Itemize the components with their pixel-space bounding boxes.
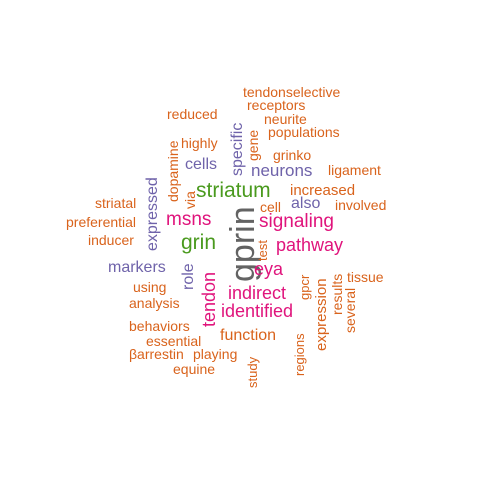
word-cell: cell xyxy=(260,199,282,215)
word-expression: expression xyxy=(313,278,330,351)
word-eya: eya xyxy=(254,259,284,279)
word-specific: specific xyxy=(229,122,246,176)
word-expressed: expressed xyxy=(144,177,161,251)
word-several: several xyxy=(342,287,358,333)
word-increased: increased xyxy=(290,182,356,199)
word-striatum: striatum xyxy=(196,179,271,202)
word-inducer: inducer xyxy=(88,232,134,248)
word-reduced: reduced xyxy=(167,106,218,122)
word-essential: essential xyxy=(146,333,202,349)
word-preferential: preferential xyxy=(66,214,137,230)
word-signaling: signaling xyxy=(259,211,334,232)
word-test: test xyxy=(255,240,270,261)
word-tissue: tissue xyxy=(347,269,384,285)
word-using: using xyxy=(133,279,167,295)
word-behaviors: behaviors xyxy=(129,318,190,334)
word-analysis: analysis xyxy=(129,295,180,311)
word-role: role xyxy=(180,263,197,290)
word-regions: regions xyxy=(292,333,307,376)
word-dopamine: dopamine xyxy=(165,140,181,203)
word-neurite: neurite xyxy=(264,111,307,127)
word-study: study xyxy=(245,356,260,388)
word-grin: grin xyxy=(181,231,217,254)
word-identified: identified xyxy=(221,301,294,321)
word-also: also xyxy=(291,195,321,212)
word-gene: gene xyxy=(245,129,261,161)
word-barrestin: βarrestin xyxy=(129,346,184,362)
word-grinko: grinko xyxy=(273,147,312,163)
word-indirect: indirect xyxy=(228,283,287,303)
word-equine: equine xyxy=(173,361,216,377)
word-involved: involved xyxy=(335,197,387,213)
word-msns: msns xyxy=(166,209,212,230)
word-markers: markers xyxy=(108,259,166,276)
word-highly: highly xyxy=(181,135,218,151)
word-populations: populations xyxy=(268,124,340,140)
word-tendonselective: tendonselective xyxy=(243,84,341,100)
word-striatal: striatal xyxy=(95,195,137,211)
word-playing: playing xyxy=(193,346,238,362)
word-cells: cells xyxy=(185,156,218,173)
word-via: via xyxy=(182,191,198,209)
word-neurons: neurons xyxy=(251,161,313,180)
word-tendon: tendon xyxy=(199,271,219,327)
word-ligament: ligament xyxy=(328,162,381,178)
word-gpcr: gpcr xyxy=(297,274,312,300)
word-function: function xyxy=(220,327,277,344)
word-receptors: receptors xyxy=(247,97,306,113)
word-pathway: pathway xyxy=(276,235,344,255)
